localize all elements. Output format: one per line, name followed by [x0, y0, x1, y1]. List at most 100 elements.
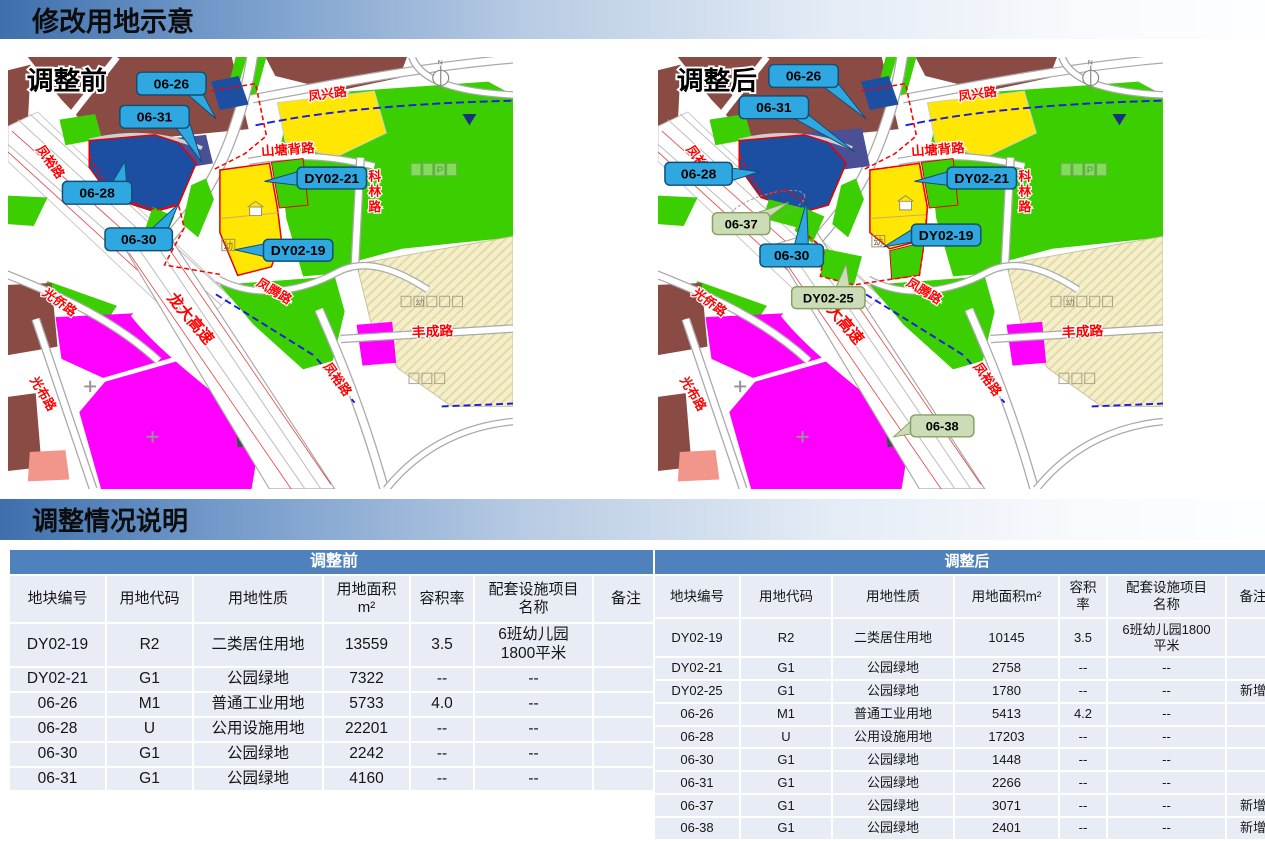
map-shape [216, 263, 430, 294]
table-title: 调整后 [655, 550, 1265, 575]
map-shape [1063, 295, 1075, 308]
cell: -- [1108, 680, 1225, 702]
callout-label: 06-30 [774, 248, 809, 263]
map-shape [711, 211, 771, 236]
table-row: DY02-19 R2 二类居住用地 10145 3.5 6班幼儿园1800 平米 [655, 619, 1265, 656]
cell [594, 667, 659, 691]
cell: G1 [107, 667, 192, 691]
cell: 公用设施用地 [194, 717, 322, 741]
callout-06-28: 06-28 [61, 159, 133, 205]
cell [1227, 726, 1265, 748]
map-shape [59, 113, 103, 146]
cell: 二类居住用地 [194, 624, 322, 666]
map-shape [1034, 419, 1163, 489]
map-shape [61, 180, 133, 205]
cell: 公园绿地 [194, 742, 322, 766]
map-shape [434, 162, 446, 177]
map-shape [356, 321, 397, 366]
map-shape [249, 206, 262, 217]
map-shape [408, 372, 420, 385]
north-arrow: N [1088, 60, 1093, 67]
cell [594, 767, 659, 791]
cell: -- [1060, 726, 1106, 748]
callout-label: DY02-19 [271, 243, 326, 258]
map-shape [221, 238, 236, 252]
map-shape [56, 57, 120, 133]
cell: 6班幼儿园1800 平米 [1108, 619, 1225, 656]
column-header: 容积率 [411, 575, 473, 623]
map-shape [865, 293, 966, 357]
cell: -- [1060, 749, 1106, 771]
column-header: 地块编号 [10, 575, 105, 623]
cell: -- [475, 767, 592, 791]
cell: 06-37 [655, 795, 739, 816]
cell: 1780 [955, 680, 1058, 702]
cell: 13559 [324, 624, 409, 666]
map-shape [210, 75, 249, 111]
cell: 公园绿地 [833, 817, 953, 839]
table-row: DY02-25 G1 公园绿地 1780 -- -- 新增 [655, 680, 1265, 702]
map-shape [1084, 162, 1096, 177]
callout-06-31: 06-31 [738, 95, 856, 153]
map-shape [682, 318, 747, 489]
cell: 公园绿地 [833, 749, 953, 771]
cell: -- [1108, 772, 1225, 794]
page-title: 修改用地示意 [32, 7, 194, 37]
cell: G1 [741, 817, 831, 839]
callout-label: DY02-25 [803, 292, 854, 306]
map-shape [738, 95, 810, 120]
map-shape [146, 431, 159, 443]
cell [1227, 749, 1265, 771]
map-shape [1112, 113, 1127, 126]
cell: 4.2 [1060, 703, 1106, 725]
map-shape [905, 99, 1163, 127]
map-after: 幼P幼N凤裕路凤兴路山塘背路科林路凤腾路丰成路凤裕路光侨路光布路龙大高速调整后0… [658, 57, 1163, 489]
cell: 06-26 [655, 703, 739, 725]
map-shape [990, 325, 1163, 343]
cell: G1 [741, 657, 831, 679]
callout-06-28: 06-28 [664, 161, 760, 186]
table-row: 06-26 M1 普通工业用地 5733 4.0 -- [10, 692, 659, 716]
kindergarten-glyph: 幼 [223, 239, 233, 252]
cell [1227, 619, 1265, 656]
map-shape [658, 393, 692, 471]
cell: G1 [107, 767, 192, 791]
cell: -- [411, 667, 473, 691]
cell: 新增 [1227, 795, 1265, 816]
callout-DY02-21: DY02-21 [264, 166, 368, 190]
cell: -- [1060, 657, 1106, 679]
map-shape [410, 162, 422, 177]
table-row: 06-31 G1 公园绿地 4160 -- -- [10, 767, 659, 791]
cell: -- [475, 667, 592, 691]
callout-label: DY02-21 [954, 171, 1009, 186]
cell: -- [1108, 703, 1225, 725]
cell: 2401 [955, 817, 1058, 839]
callout-label: DY02-19 [919, 228, 974, 243]
kindergarten-glyph: 幼 [415, 296, 424, 307]
cell: 公园绿地 [833, 772, 953, 794]
map-shape [1050, 295, 1062, 308]
cell [594, 624, 659, 666]
map-shape [658, 195, 698, 227]
callout-label: 06-28 [681, 167, 717, 182]
cell: -- [1108, 795, 1225, 816]
map-shape [926, 90, 1037, 159]
cell: 2758 [955, 657, 1058, 679]
kindergarten-glyph: 幼 [873, 235, 883, 248]
cell: 6班幼儿园 1800平米 [475, 624, 592, 666]
cell: 普通工业用地 [833, 703, 953, 725]
callout-06-38: 06-38 [892, 414, 975, 438]
map-shape [664, 161, 734, 186]
cell: -- [475, 692, 592, 716]
cell: -- [411, 717, 473, 741]
callout-label: 06-38 [926, 420, 959, 434]
map-state-label: 调整前 [27, 66, 107, 95]
map-shape [796, 431, 809, 443]
cell [594, 717, 659, 741]
map-shape [738, 155, 929, 286]
title-bar: 修改用地示意 [0, 0, 1265, 39]
cell: R2 [107, 624, 192, 666]
cell: 1448 [955, 749, 1058, 771]
cell: 06-26 [10, 692, 105, 716]
